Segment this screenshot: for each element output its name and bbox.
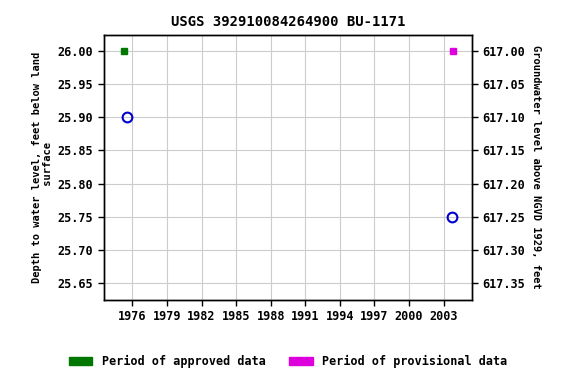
Legend: Period of approved data, Period of provisional data: Period of approved data, Period of provi… [64,351,512,373]
Title: USGS 392910084264900 BU-1171: USGS 392910084264900 BU-1171 [170,15,406,29]
Y-axis label: Groundwater level above NGVD 1929, feet: Groundwater level above NGVD 1929, feet [531,45,541,289]
Y-axis label: Depth to water level, feet below land
 surface: Depth to water level, feet below land su… [32,51,54,283]
